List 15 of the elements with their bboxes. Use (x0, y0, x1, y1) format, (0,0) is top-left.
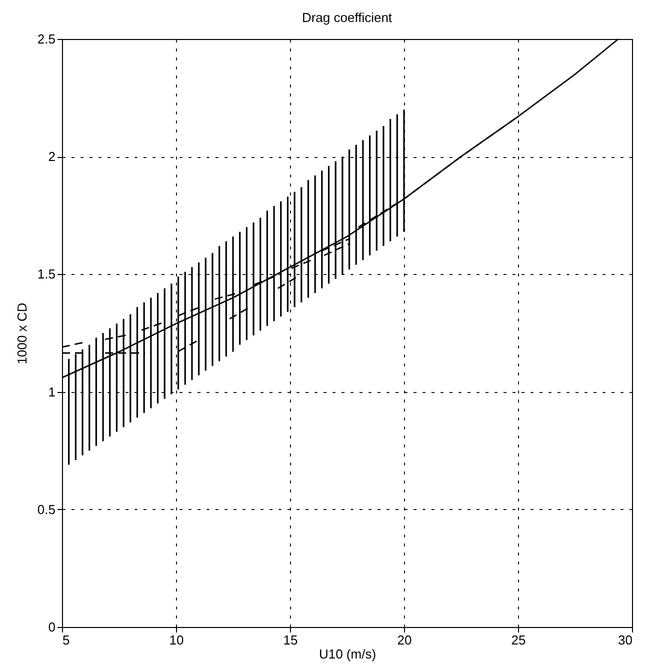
x-tick-label: 10 (169, 632, 184, 648)
y-tick-label: 1.5 (37, 266, 56, 282)
x-tick-label: 15 (283, 632, 298, 648)
y-tick-label: 0.5 (37, 502, 56, 517)
y-tick-label: 0 (48, 620, 56, 634)
x-tick-label: 25 (511, 632, 526, 648)
x-tick-label: 5 (62, 632, 70, 648)
x-tick-label: 30 (618, 632, 632, 648)
x-tick-label: 20 (397, 632, 412, 648)
x-axis-title: U10 (m/s) (318, 646, 376, 662)
y-axis-title: 1000 x CD (14, 302, 30, 364)
y-tick-label: 2.5 (37, 32, 56, 46)
chart-title: Drag coefficient (302, 10, 392, 25)
y-tick-label: 1 (48, 384, 56, 400)
y-tick-label: 2 (48, 149, 56, 164)
